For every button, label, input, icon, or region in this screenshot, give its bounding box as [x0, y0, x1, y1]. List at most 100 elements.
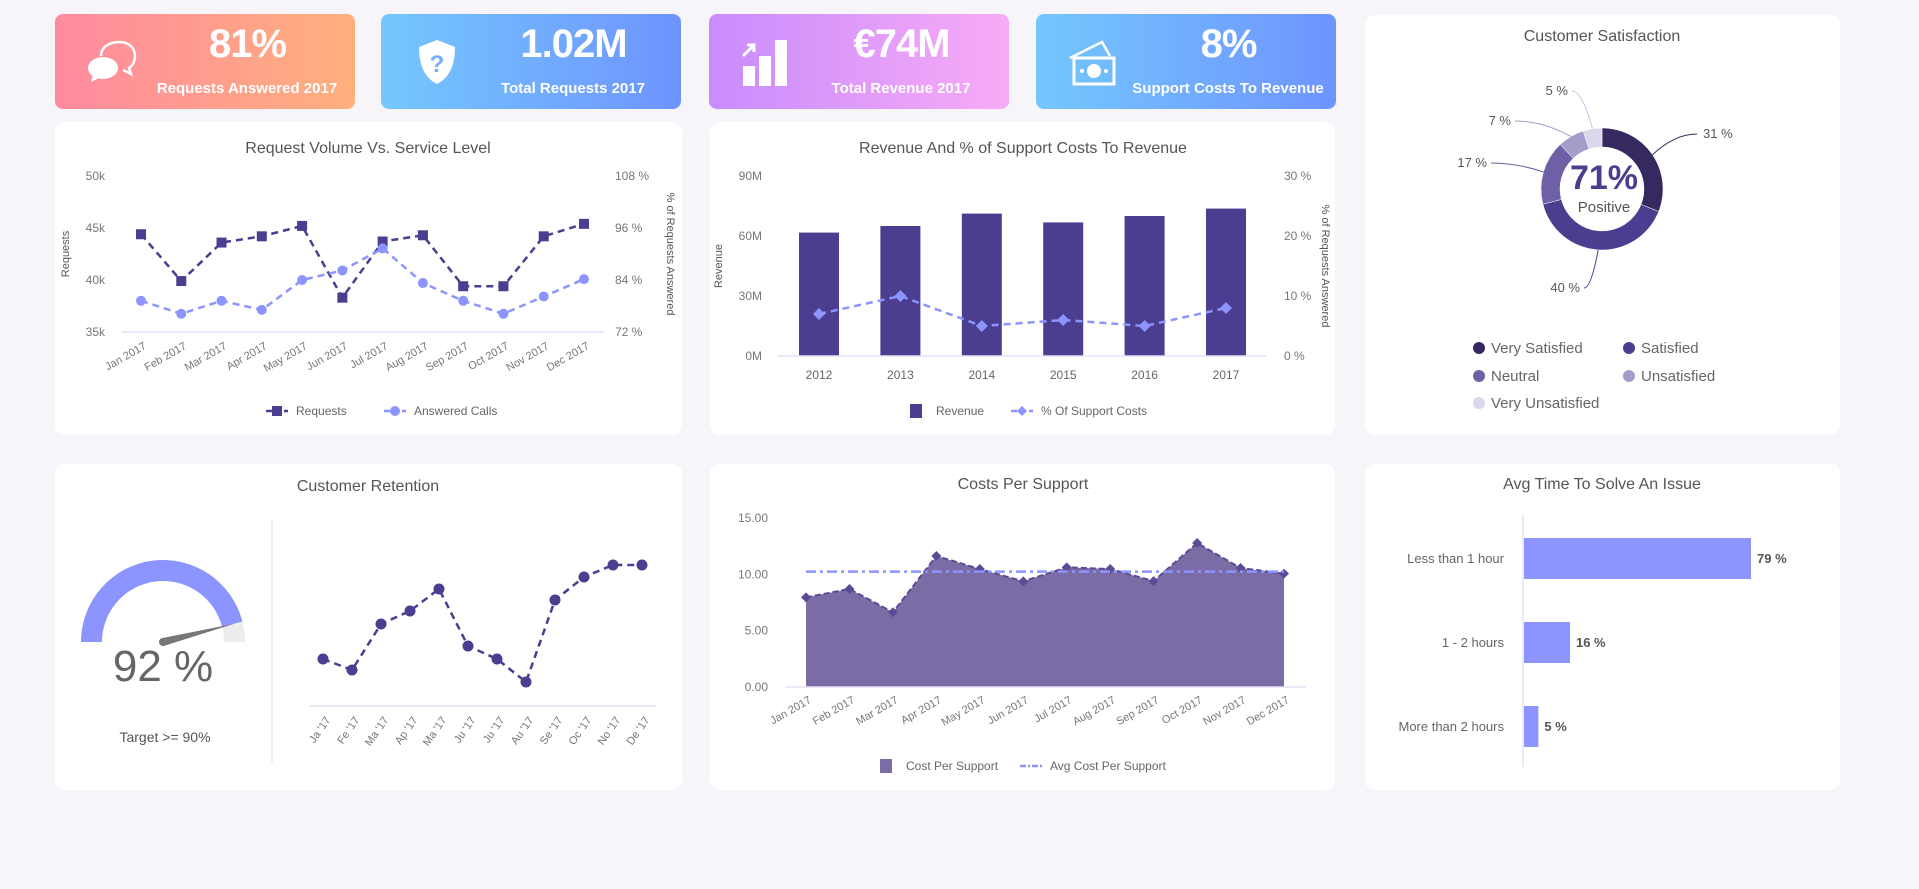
data-point — [136, 295, 146, 306]
y-right-axis-title: % of Requests Answered — [664, 193, 676, 316]
data-point — [498, 308, 509, 319]
leader-line — [1514, 120, 1572, 137]
data-point — [256, 231, 267, 242]
gauge-fill — [81, 560, 243, 642]
customer-retention-card: Customer Retention 92 % Target >= 90% Ja '1… — [55, 464, 682, 790]
hbar — [1524, 706, 1539, 747]
y-left-tick-label: 30M — [739, 289, 762, 303]
data-point — [176, 276, 187, 287]
x-tick-label: Ja '17 — [307, 715, 333, 746]
y-left-axis-title: Requests — [60, 230, 72, 277]
kpi-value: 81% — [208, 22, 287, 66]
data-point — [1057, 314, 1070, 326]
costs-per-support-card: Costs Per Support 0.00 5.00 10.00 15.00 Jan 2… — [710, 464, 1335, 790]
y-left-tick-label: 60M — [739, 229, 762, 243]
bar-growth-icon — [741, 40, 787, 86]
kpi-total-requests: ? 1.02M Total Requests 2017 — [381, 14, 681, 109]
x-tick-label: De '17 — [625, 715, 653, 748]
center-value: 71% — [1570, 159, 1638, 197]
slice-label: 40 % — [1550, 280, 1580, 295]
data-point — [375, 618, 387, 630]
legend-swatch — [1623, 342, 1635, 354]
x-tick-label: Aug 2017 — [1071, 694, 1118, 728]
kpi-label: Support Costs To Revenue — [1132, 80, 1324, 97]
legend-swatch — [1473, 370, 1485, 382]
data-point — [377, 243, 388, 254]
y-tick-label: 10.00 — [738, 567, 768, 581]
data-point — [538, 291, 549, 302]
legend-label: Avg Cost Per Support — [1050, 759, 1167, 773]
y-right-tick-label: 30 % — [1284, 169, 1312, 183]
center-label: Positive — [1578, 199, 1631, 216]
data-point — [462, 640, 474, 652]
data-point — [297, 220, 308, 231]
support-cost-line — [818, 294, 1227, 328]
x-tick-label: Feb 2017 — [811, 694, 857, 728]
customer-satisfaction-card: Customer Satisfaction 31 % 40 % 17 % 7 % 5 % 7… — [1365, 15, 1840, 435]
data-point — [417, 278, 428, 289]
leader-line — [1490, 162, 1544, 173]
y-tick-label: 15.00 — [738, 511, 768, 525]
kpi-label: Total Requests 2017 — [501, 80, 645, 97]
data-point — [390, 406, 400, 416]
x-tick-label: Se '17 — [538, 715, 566, 747]
series-line — [140, 222, 585, 301]
kpi-requests-answered: 81% Requests Answered 2017 — [55, 14, 355, 109]
slice-label: 7 % — [1489, 113, 1512, 128]
chart-title: Costs Per Support — [958, 476, 1089, 493]
x-tick-label: Ma '17 — [421, 715, 450, 749]
legend-label: Satisfied — [1641, 340, 1699, 357]
x-tick-label: 2014 — [968, 368, 995, 382]
data-point — [1279, 568, 1289, 579]
x-tick-label: Nov 2017 — [1201, 694, 1248, 728]
leader-line — [1652, 133, 1698, 156]
slice-label: 17 % — [1457, 155, 1487, 170]
avg-time-chart: Avg Time To Solve An Issue Less than 1 ho… — [1398, 476, 1787, 767]
x-tick-label: 2013 — [887, 368, 914, 382]
chart-title: Request Volume Vs. Service Level — [245, 140, 490, 157]
y-right-axis-title: % of Requests Answered — [1319, 205, 1331, 328]
category-label: More than 2 hours — [1398, 719, 1504, 734]
data-point — [498, 281, 509, 292]
revenue-chart: Revenue And % of Support Costs To Revenu… — [713, 140, 1331, 418]
x-tick-label: Dec 2017 — [1245, 694, 1292, 728]
legend-swatch — [1473, 397, 1485, 409]
x-tick-label: Ap '17 — [393, 715, 421, 747]
data-point — [337, 265, 348, 276]
x-tick-label: 2017 — [1213, 368, 1240, 382]
y-right-tick-label: 10 % — [1284, 289, 1312, 303]
y-right-tick-label: 84 % — [615, 273, 643, 287]
data-point — [931, 550, 942, 561]
data-point — [216, 237, 227, 248]
data-point — [1018, 576, 1029, 587]
chart-title: Revenue And % of Support Costs To Revenu… — [859, 140, 1187, 157]
gauge-value: 92 % — [113, 642, 213, 691]
legend-swatch — [1623, 370, 1635, 382]
x-tick-label: Oc '17 — [567, 715, 595, 748]
data-point — [887, 607, 898, 618]
legend-swatch — [1473, 342, 1485, 354]
legend-swatch — [880, 759, 892, 773]
chart-title: Customer Satisfaction — [1524, 28, 1681, 45]
revenue-bar — [799, 232, 839, 356]
leader-line — [1583, 249, 1599, 289]
category-label: Less than 1 hour — [1407, 551, 1505, 566]
slice-label: 31 % — [1703, 126, 1733, 141]
kpi-value: 8% — [1200, 22, 1258, 66]
x-tick-label: Sep 2017 — [424, 340, 471, 374]
customer-retention-chart: Customer Retention 92 % Target >= 90% Ja '1… — [81, 478, 656, 764]
kpi-total-revenue: €74M Total Revenue 2017 — [709, 14, 1009, 109]
value-label: 79 % — [1757, 551, 1787, 566]
x-tick-label: Aug 2017 — [384, 340, 431, 374]
data-point — [136, 229, 146, 240]
customer-satisfaction-chart: Customer Satisfaction 31 % 40 % 17 % 7 % 5 % 7… — [1457, 28, 1733, 412]
x-tick-label: Oct 2017 — [1160, 694, 1205, 727]
kpi-label: Total Revenue 2017 — [831, 80, 971, 97]
x-tick-label: May 2017 — [262, 340, 310, 375]
legend-label: Answered Calls — [414, 404, 497, 418]
chart-title: Avg Time To Solve An Issue — [1503, 476, 1701, 493]
cost-line — [805, 541, 1285, 614]
category-label: 1 - 2 hours — [1442, 635, 1505, 650]
gauge-remainder — [222, 621, 245, 642]
svg-text:?: ? — [430, 51, 445, 78]
